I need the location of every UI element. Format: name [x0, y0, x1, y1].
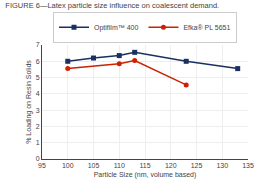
svg-text:125: 125: [191, 162, 203, 169]
svg-text:% Loading on Resin Solids: % Loading on Resin Solids: [25, 60, 33, 144]
svg-text:95: 95: [38, 162, 46, 169]
svg-text:FIGURE 6—Latex particle size i: FIGURE 6—Latex particle size influence o…: [5, 1, 219, 10]
svg-text:5: 5: [36, 74, 40, 81]
svg-text:105: 105: [88, 162, 100, 169]
svg-text:110: 110: [114, 162, 125, 169]
svg-text:4: 4: [36, 90, 40, 97]
svg-text:2: 2: [36, 123, 40, 130]
svg-text:Particle Size (nm, volume base: Particle Size (nm, volume based): [94, 171, 197, 179]
svg-text:6: 6: [36, 58, 40, 65]
svg-text:3: 3: [36, 107, 40, 114]
svg-text:115: 115: [139, 162, 150, 169]
svg-text:130: 130: [216, 162, 228, 169]
svg-text:1: 1: [36, 139, 40, 146]
svg-text:100: 100: [62, 162, 74, 169]
svg-text:0: 0: [36, 155, 40, 162]
svg-text:Efka® PL 5651: Efka® PL 5651: [183, 24, 230, 31]
svg-text:120: 120: [165, 162, 177, 169]
svg-text:7: 7: [36, 41, 40, 48]
svg-text:135: 135: [242, 162, 254, 169]
svg-text:Optifilm™ 400: Optifilm™ 400: [94, 24, 138, 32]
